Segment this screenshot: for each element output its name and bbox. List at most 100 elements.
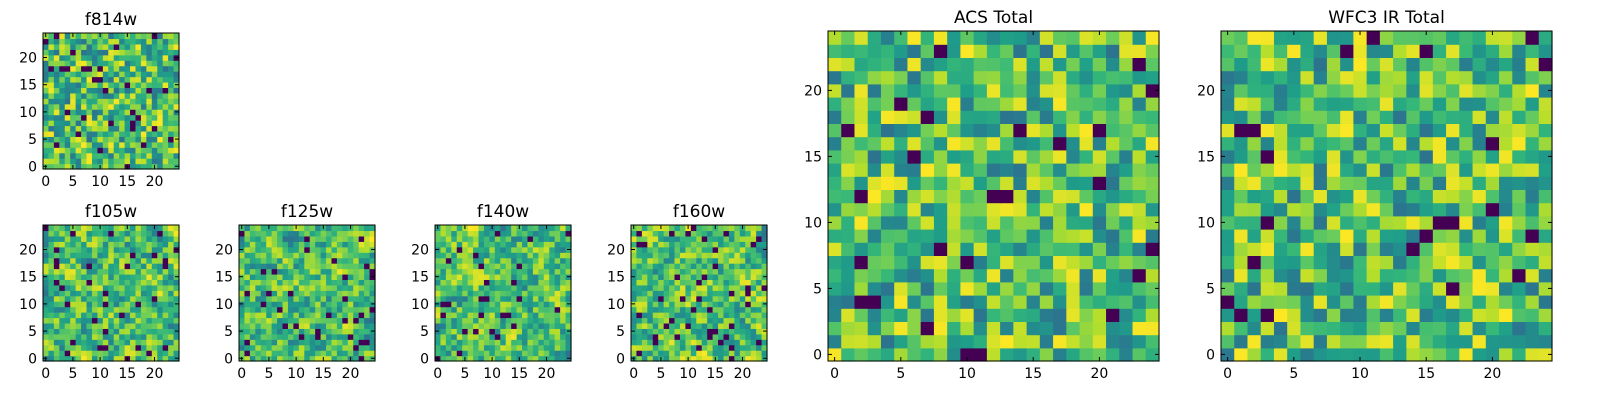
heatmap-cell	[1079, 347, 1094, 362]
heatmap-cell	[718, 350, 725, 357]
heatmap-cell	[119, 130, 126, 137]
heatmap-cell	[641, 235, 648, 242]
heatmap-cell	[266, 241, 273, 248]
heatmap-cell	[647, 333, 654, 340]
heatmap-cell	[48, 147, 55, 154]
heatmap-cell	[696, 263, 703, 270]
heatmap-cell	[933, 202, 948, 217]
heatmap-cell	[538, 252, 545, 259]
heatmap-cell	[554, 328, 561, 335]
heatmap-cell	[59, 241, 66, 248]
heatmap-cell	[364, 306, 371, 313]
heatmap-cell	[369, 252, 376, 259]
heatmap-cell	[146, 147, 153, 154]
heatmap-cell	[652, 257, 659, 264]
heatmap-cell	[130, 49, 137, 56]
heatmap-cell	[119, 290, 126, 297]
heatmap-cell	[173, 284, 180, 291]
heatmap-cell	[1119, 308, 1134, 322]
heatmap-cell	[538, 246, 545, 253]
heatmap-cell	[854, 321, 869, 336]
heatmap-cell	[326, 257, 333, 264]
heatmap-cell	[97, 295, 104, 302]
heatmap-cell	[81, 252, 88, 259]
heatmap-cell	[718, 317, 725, 324]
heatmap-cell	[70, 158, 77, 165]
heatmap-cell	[43, 92, 50, 99]
heatmap-cell	[48, 241, 55, 248]
heatmap-cell	[1013, 70, 1028, 85]
heatmap-cell	[151, 130, 158, 137]
heatmap-cell	[636, 339, 643, 346]
heatmap-cell	[440, 317, 447, 324]
heatmap-cell	[255, 290, 262, 297]
heatmap-cell	[456, 279, 463, 286]
heatmap-cell	[298, 225, 305, 232]
heatmap-cell	[728, 230, 735, 237]
heatmap-cell	[1313, 123, 1328, 138]
heatmap-cell	[1538, 281, 1553, 296]
heatmap-cell	[1053, 242, 1067, 256]
heatmap-cell	[309, 355, 316, 362]
heatmap-cell	[59, 268, 66, 275]
heatmap-cell	[1393, 57, 1407, 72]
heatmap-cell	[549, 225, 556, 232]
heatmap-cell	[679, 279, 686, 286]
heatmap-cell	[880, 268, 895, 283]
heatmap-cell	[249, 252, 256, 259]
heatmap-cell	[532, 355, 539, 362]
heatmap-cell	[43, 141, 50, 148]
heatmap-cell	[331, 306, 338, 313]
heatmap-cell	[920, 202, 935, 217]
heatmap-cell	[701, 273, 708, 280]
heatmap-cell	[358, 290, 365, 297]
heatmap-cell	[1446, 268, 1460, 283]
heatmap-cell	[1485, 255, 1500, 270]
heatmap-cell	[1379, 229, 1394, 243]
heatmap-cell	[70, 120, 77, 127]
heatmap-cell	[309, 339, 316, 346]
heatmap-cell	[1379, 334, 1394, 349]
heatmap-cell	[304, 273, 311, 280]
heatmap-cell	[728, 301, 735, 308]
heatmap-cell	[473, 284, 480, 291]
heatmap-cell	[70, 322, 77, 329]
heatmap-cell	[168, 322, 175, 329]
heatmap-cell	[1512, 334, 1527, 349]
heatmap-cell	[260, 301, 267, 308]
heatmap-cell	[467, 350, 474, 357]
heatmap-cell	[53, 103, 60, 110]
heatmap-cell	[162, 268, 169, 275]
heatmap-cell	[81, 235, 88, 242]
heatmap-cell	[761, 290, 768, 297]
heatmap-cell	[728, 333, 735, 340]
heatmap-cell	[1432, 347, 1447, 362]
heatmap-cell	[70, 114, 77, 121]
heatmap-cell	[712, 322, 719, 329]
heatmap-cell	[739, 230, 746, 237]
heatmap-cell	[108, 152, 115, 159]
heatmap-cell	[162, 141, 169, 148]
heatmap-cell	[304, 268, 311, 275]
heatmap-cell	[473, 339, 480, 346]
heatmap-cell	[108, 312, 115, 319]
heatmap-cell	[277, 225, 284, 232]
heatmap-cell	[532, 312, 539, 319]
heatmap-cell	[707, 312, 714, 319]
heatmap-cell	[527, 322, 534, 329]
heatmap-cell	[113, 71, 120, 78]
heatmap-cell	[140, 92, 147, 99]
heatmap-cell	[505, 252, 512, 259]
heatmap-cell	[168, 130, 175, 137]
heatmap-cell	[173, 241, 180, 248]
heatmap-cell	[1221, 321, 1235, 336]
heatmap-cell	[756, 350, 763, 357]
heatmap-cell	[287, 241, 294, 248]
heatmap-cell	[1512, 149, 1527, 164]
heatmap-cell	[435, 317, 442, 324]
heatmap-cell	[151, 339, 158, 346]
heatmap-cell	[108, 60, 115, 67]
heatmap-cell	[157, 38, 164, 45]
heatmap-cell	[1039, 110, 1054, 124]
